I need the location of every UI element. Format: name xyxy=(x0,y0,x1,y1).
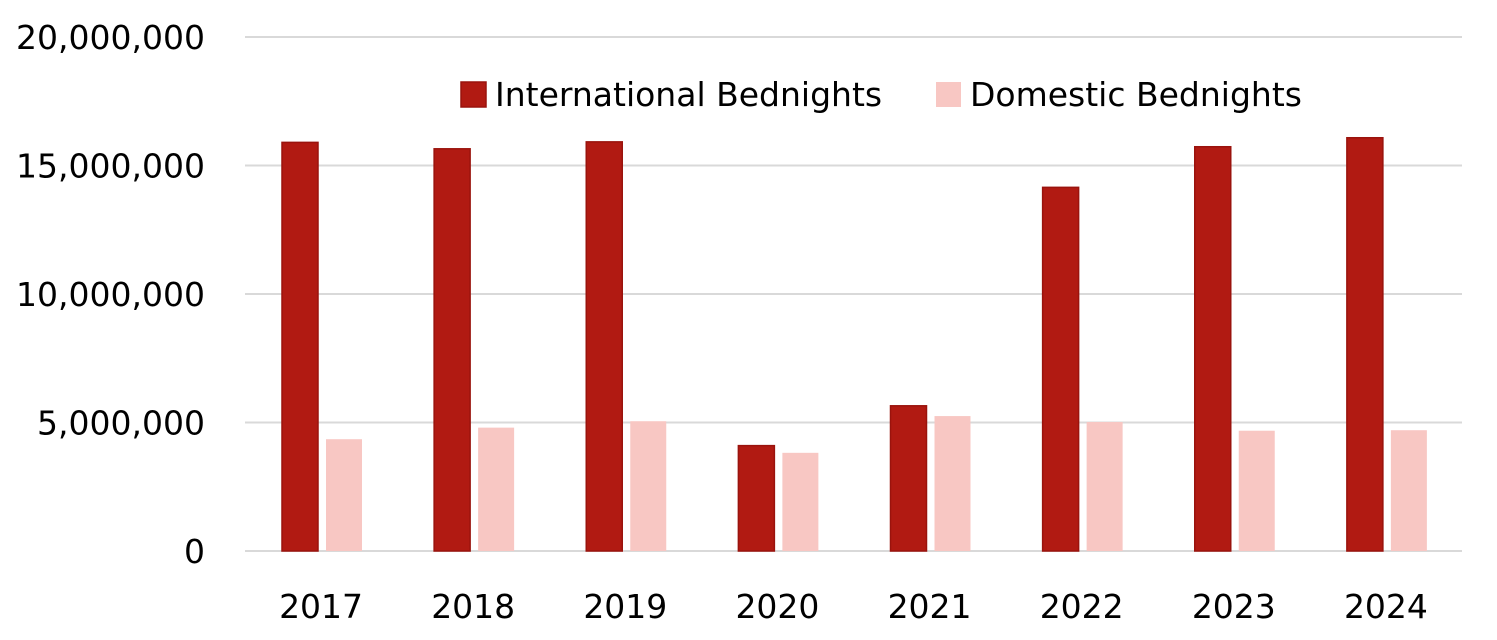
x-tick-label: 2020 xyxy=(735,587,819,626)
bars xyxy=(281,136,1427,552)
bar-domestic-2018 xyxy=(478,427,515,551)
legend-swatch xyxy=(460,81,487,108)
y-tick-label: 5,000,000 xyxy=(37,404,205,443)
legend-label: Domestic Bednights xyxy=(970,75,1302,114)
y-tick-label: 15,000,000 xyxy=(16,147,205,186)
bar-domestic-2023 xyxy=(1238,430,1275,551)
gridlines xyxy=(245,36,1462,552)
bar-domestic-2020 xyxy=(782,452,819,551)
x-tick-label: 2018 xyxy=(431,587,515,626)
bar-international-2020 xyxy=(737,444,776,552)
x-tick-label: 2023 xyxy=(1192,587,1276,626)
legend: International Bednights Domestic Bednight… xyxy=(460,75,1302,114)
bar-domestic-2021 xyxy=(934,416,971,551)
bar-international-2019 xyxy=(585,141,623,552)
bar-domestic-2022 xyxy=(1086,421,1123,551)
bar-domestic-2017 xyxy=(326,439,362,551)
x-tick-label: 2017 xyxy=(279,587,363,626)
bar-international-2018 xyxy=(433,148,471,552)
bar-international-2017 xyxy=(281,141,319,552)
bar-domestic-2019 xyxy=(630,421,667,551)
x-tick-label: 2021 xyxy=(888,587,972,626)
legend-swatch xyxy=(936,82,961,107)
legend-label: International Bednights xyxy=(495,75,882,114)
x-tick-label: 2022 xyxy=(1040,587,1124,626)
y-axis-tick-labels: 0 5,000,000 10,000,000 15,000,000 20,000,000 xyxy=(16,18,205,571)
bar-international-2021 xyxy=(889,405,928,552)
x-tick-label: 2019 xyxy=(583,587,667,626)
bar-international-2023 xyxy=(1194,145,1232,552)
bar-international-2022 xyxy=(1041,186,1080,552)
y-tick-label: 10,000,000 xyxy=(16,275,205,314)
x-axis-tick-labels: 2017 2018 2019 2020 2021 2022 2023 2024 xyxy=(279,587,1428,626)
y-tick-label: 0 xyxy=(184,532,205,571)
x-tick-label: 2024 xyxy=(1344,587,1428,626)
y-tick-label: 20,000,000 xyxy=(16,18,205,57)
bar-domestic-2024 xyxy=(1390,430,1427,551)
bar-international-2024 xyxy=(1346,136,1384,552)
